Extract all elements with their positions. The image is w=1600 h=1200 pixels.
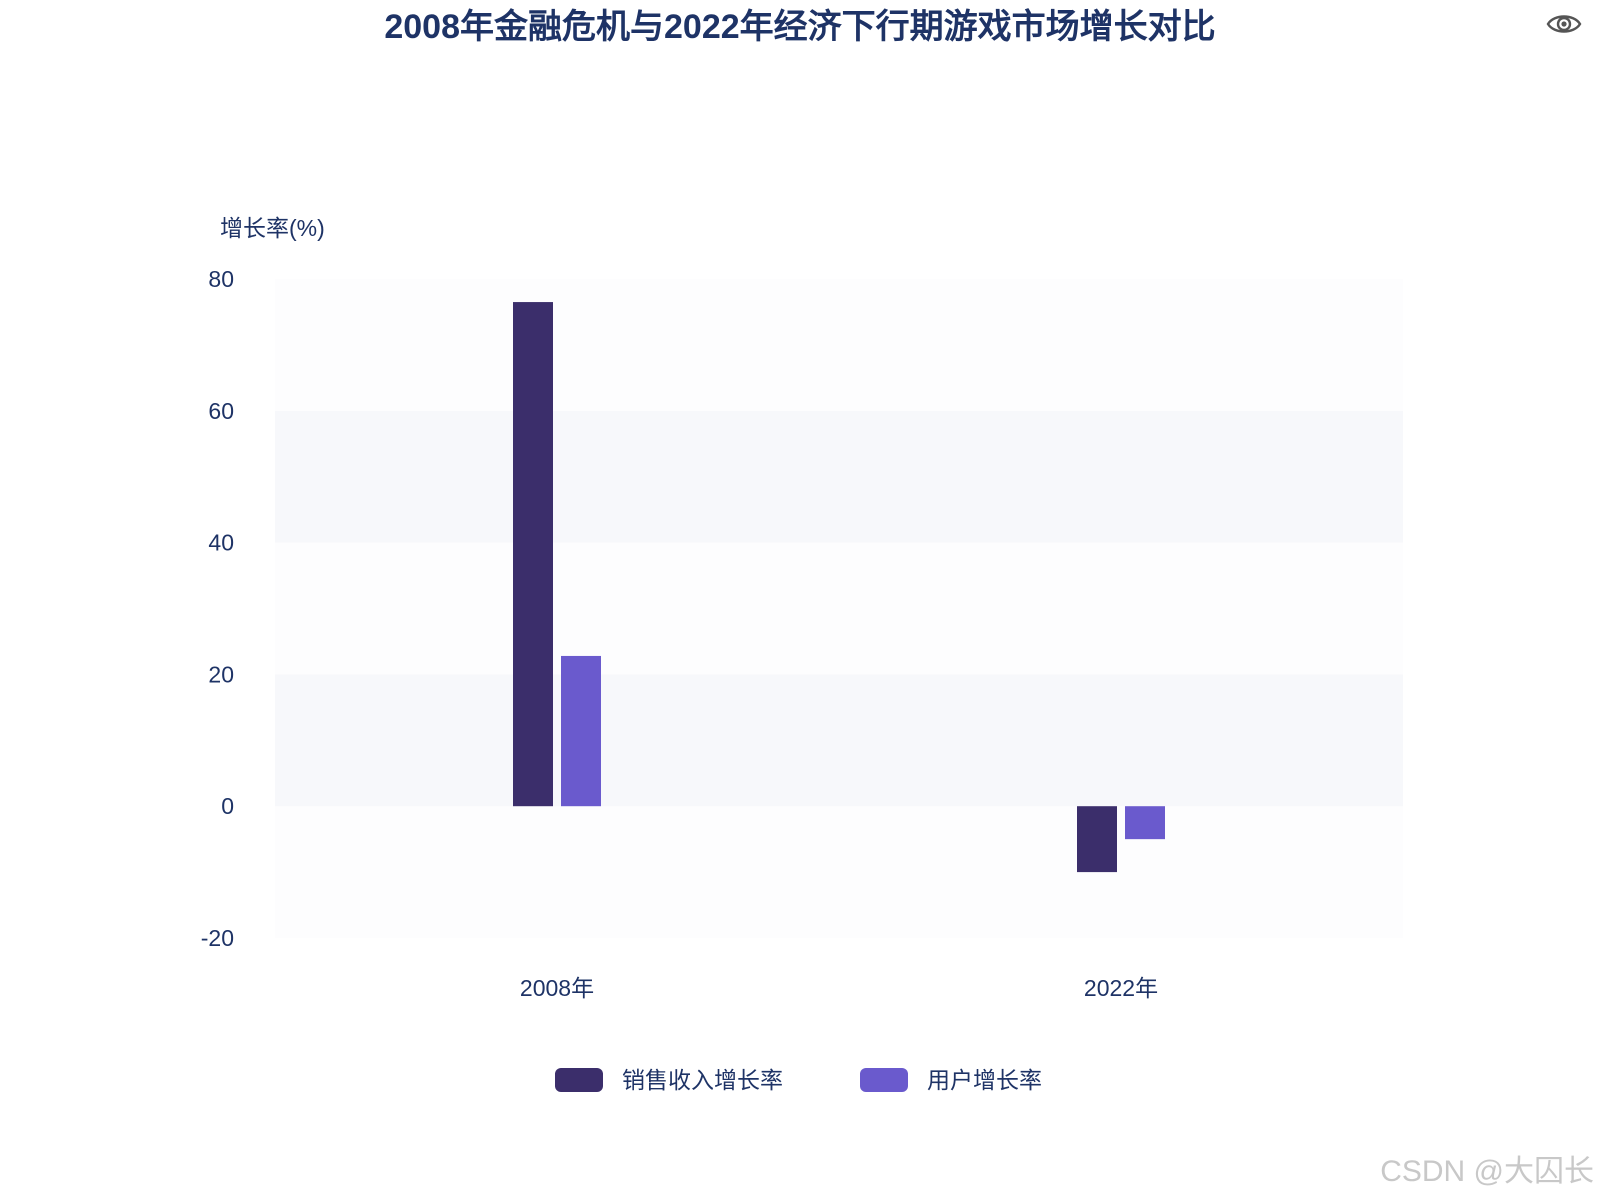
bar-1-1[interactable] bbox=[1125, 806, 1165, 840]
y-axis-ticks: -20 0 20 40 60 80 bbox=[201, 266, 234, 951]
y-axis-label: 增长率(%) bbox=[220, 215, 325, 241]
bar-0-0[interactable] bbox=[513, 302, 553, 807]
chart-title: 2008年金融危机与2022年经济下行期游戏市场增长对比 bbox=[384, 7, 1215, 46]
legend: 销售收入增长率 用户增长率 bbox=[555, 1067, 1042, 1093]
legend-swatch bbox=[860, 1068, 908, 1092]
legend-item-1[interactable]: 用户增长率 bbox=[860, 1067, 1042, 1093]
y-tick-label: 60 bbox=[208, 398, 234, 424]
y-tick-label: -20 bbox=[201, 925, 234, 951]
y-tick-label: 0 bbox=[221, 793, 234, 819]
y-tick-label: 40 bbox=[208, 530, 234, 556]
legend-label: 用户增长率 bbox=[927, 1067, 1042, 1093]
legend-swatch bbox=[555, 1068, 603, 1092]
grid-band bbox=[275, 279, 1403, 411]
x-tick-label: 2022年 bbox=[1084, 975, 1158, 1001]
grid-band bbox=[275, 806, 1403, 938]
x-tick-label: 2008年 bbox=[520, 975, 594, 1001]
plot-background-bands bbox=[275, 279, 1403, 938]
legend-item-0[interactable]: 销售收入增长率 bbox=[555, 1067, 783, 1093]
eye-icon[interactable] bbox=[1546, 10, 1582, 38]
legend-label: 销售收入增长率 bbox=[622, 1067, 783, 1093]
grid-band bbox=[275, 674, 1403, 807]
y-tick-label: 80 bbox=[208, 266, 234, 292]
x-axis-ticks: 2008年 2022年 bbox=[520, 975, 1158, 1001]
grid-band bbox=[275, 410, 1403, 543]
bar-marks bbox=[513, 302, 1165, 873]
bar-1-0[interactable] bbox=[1077, 806, 1117, 873]
grid-band bbox=[275, 542, 1403, 675]
y-tick-label: 20 bbox=[208, 661, 234, 687]
watermark: CSDN @大囚长 bbox=[1380, 1155, 1594, 1188]
bar-0-1[interactable] bbox=[561, 655, 601, 807]
